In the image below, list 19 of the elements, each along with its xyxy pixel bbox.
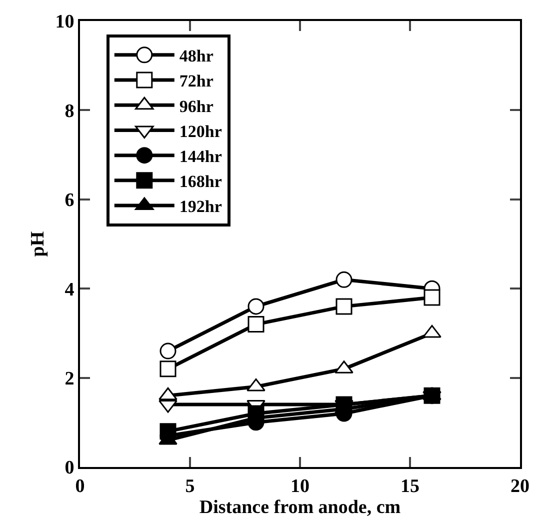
legend-label: 72hr (179, 72, 214, 91)
x-tick-label: 10 (290, 476, 310, 497)
x-axis-title: Distance from anode, cm (199, 496, 401, 518)
y-axis-title: pH (28, 231, 49, 257)
y-tick-label: 10 (55, 12, 74, 33)
x-tick-label: 20 (510, 476, 530, 497)
legend-label: 144hr (179, 146, 222, 166)
legend-label: 48hr (179, 46, 214, 66)
legend-label: 120hr (179, 122, 222, 141)
legend-label: 96hr (179, 96, 214, 116)
y-tick-label: 2 (64, 368, 74, 390)
y-tick-label: 0 (64, 458, 74, 479)
x-tick-label: 5 (185, 476, 195, 497)
x-tick-label: 15 (400, 476, 420, 497)
legend-label: 192hr (179, 197, 222, 216)
y-tick-label: 8 (64, 100, 74, 122)
y-tick-label: 6 (64, 190, 74, 212)
y-tick-label: 4 (64, 279, 75, 300)
legend-label: 168hr (179, 172, 222, 192)
